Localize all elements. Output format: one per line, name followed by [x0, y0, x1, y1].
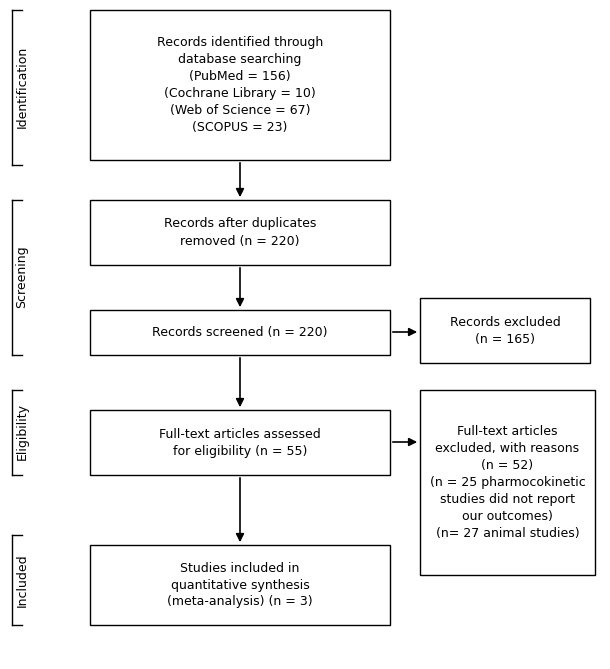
Text: Records identified through
database searching
(PubMed = 156)
(Cochrane Library =: Records identified through database sear…: [157, 36, 323, 134]
Text: Full-text articles
excluded, with reasons
(n = 52)
(n = 25 pharmocokinetic
studi: Full-text articles excluded, with reason…: [429, 425, 586, 540]
Text: Identification: Identification: [15, 46, 29, 128]
Bar: [420, 390, 595, 575]
Bar: [420, 298, 590, 363]
Text: Records screened (n = 220): Records screened (n = 220): [152, 326, 328, 339]
Text: Studies included in
quantitative synthesis
(meta-analysis) (n = 3): Studies included in quantitative synthes…: [167, 561, 313, 609]
Text: Included: Included: [15, 553, 29, 607]
Bar: [90, 410, 390, 475]
Text: Full-text articles assessed
for eligibility (n = 55): Full-text articles assessed for eligibil…: [159, 427, 321, 458]
Text: Eligibility: Eligibility: [15, 403, 29, 460]
Text: Screening: Screening: [15, 246, 29, 308]
Bar: [90, 545, 390, 625]
Text: Records excluded
(n = 165): Records excluded (n = 165): [450, 316, 561, 345]
Bar: [90, 310, 390, 355]
Text: Records after duplicates
removed (n = 220): Records after duplicates removed (n = 22…: [164, 217, 316, 248]
Bar: [90, 200, 390, 265]
Bar: [90, 10, 390, 160]
